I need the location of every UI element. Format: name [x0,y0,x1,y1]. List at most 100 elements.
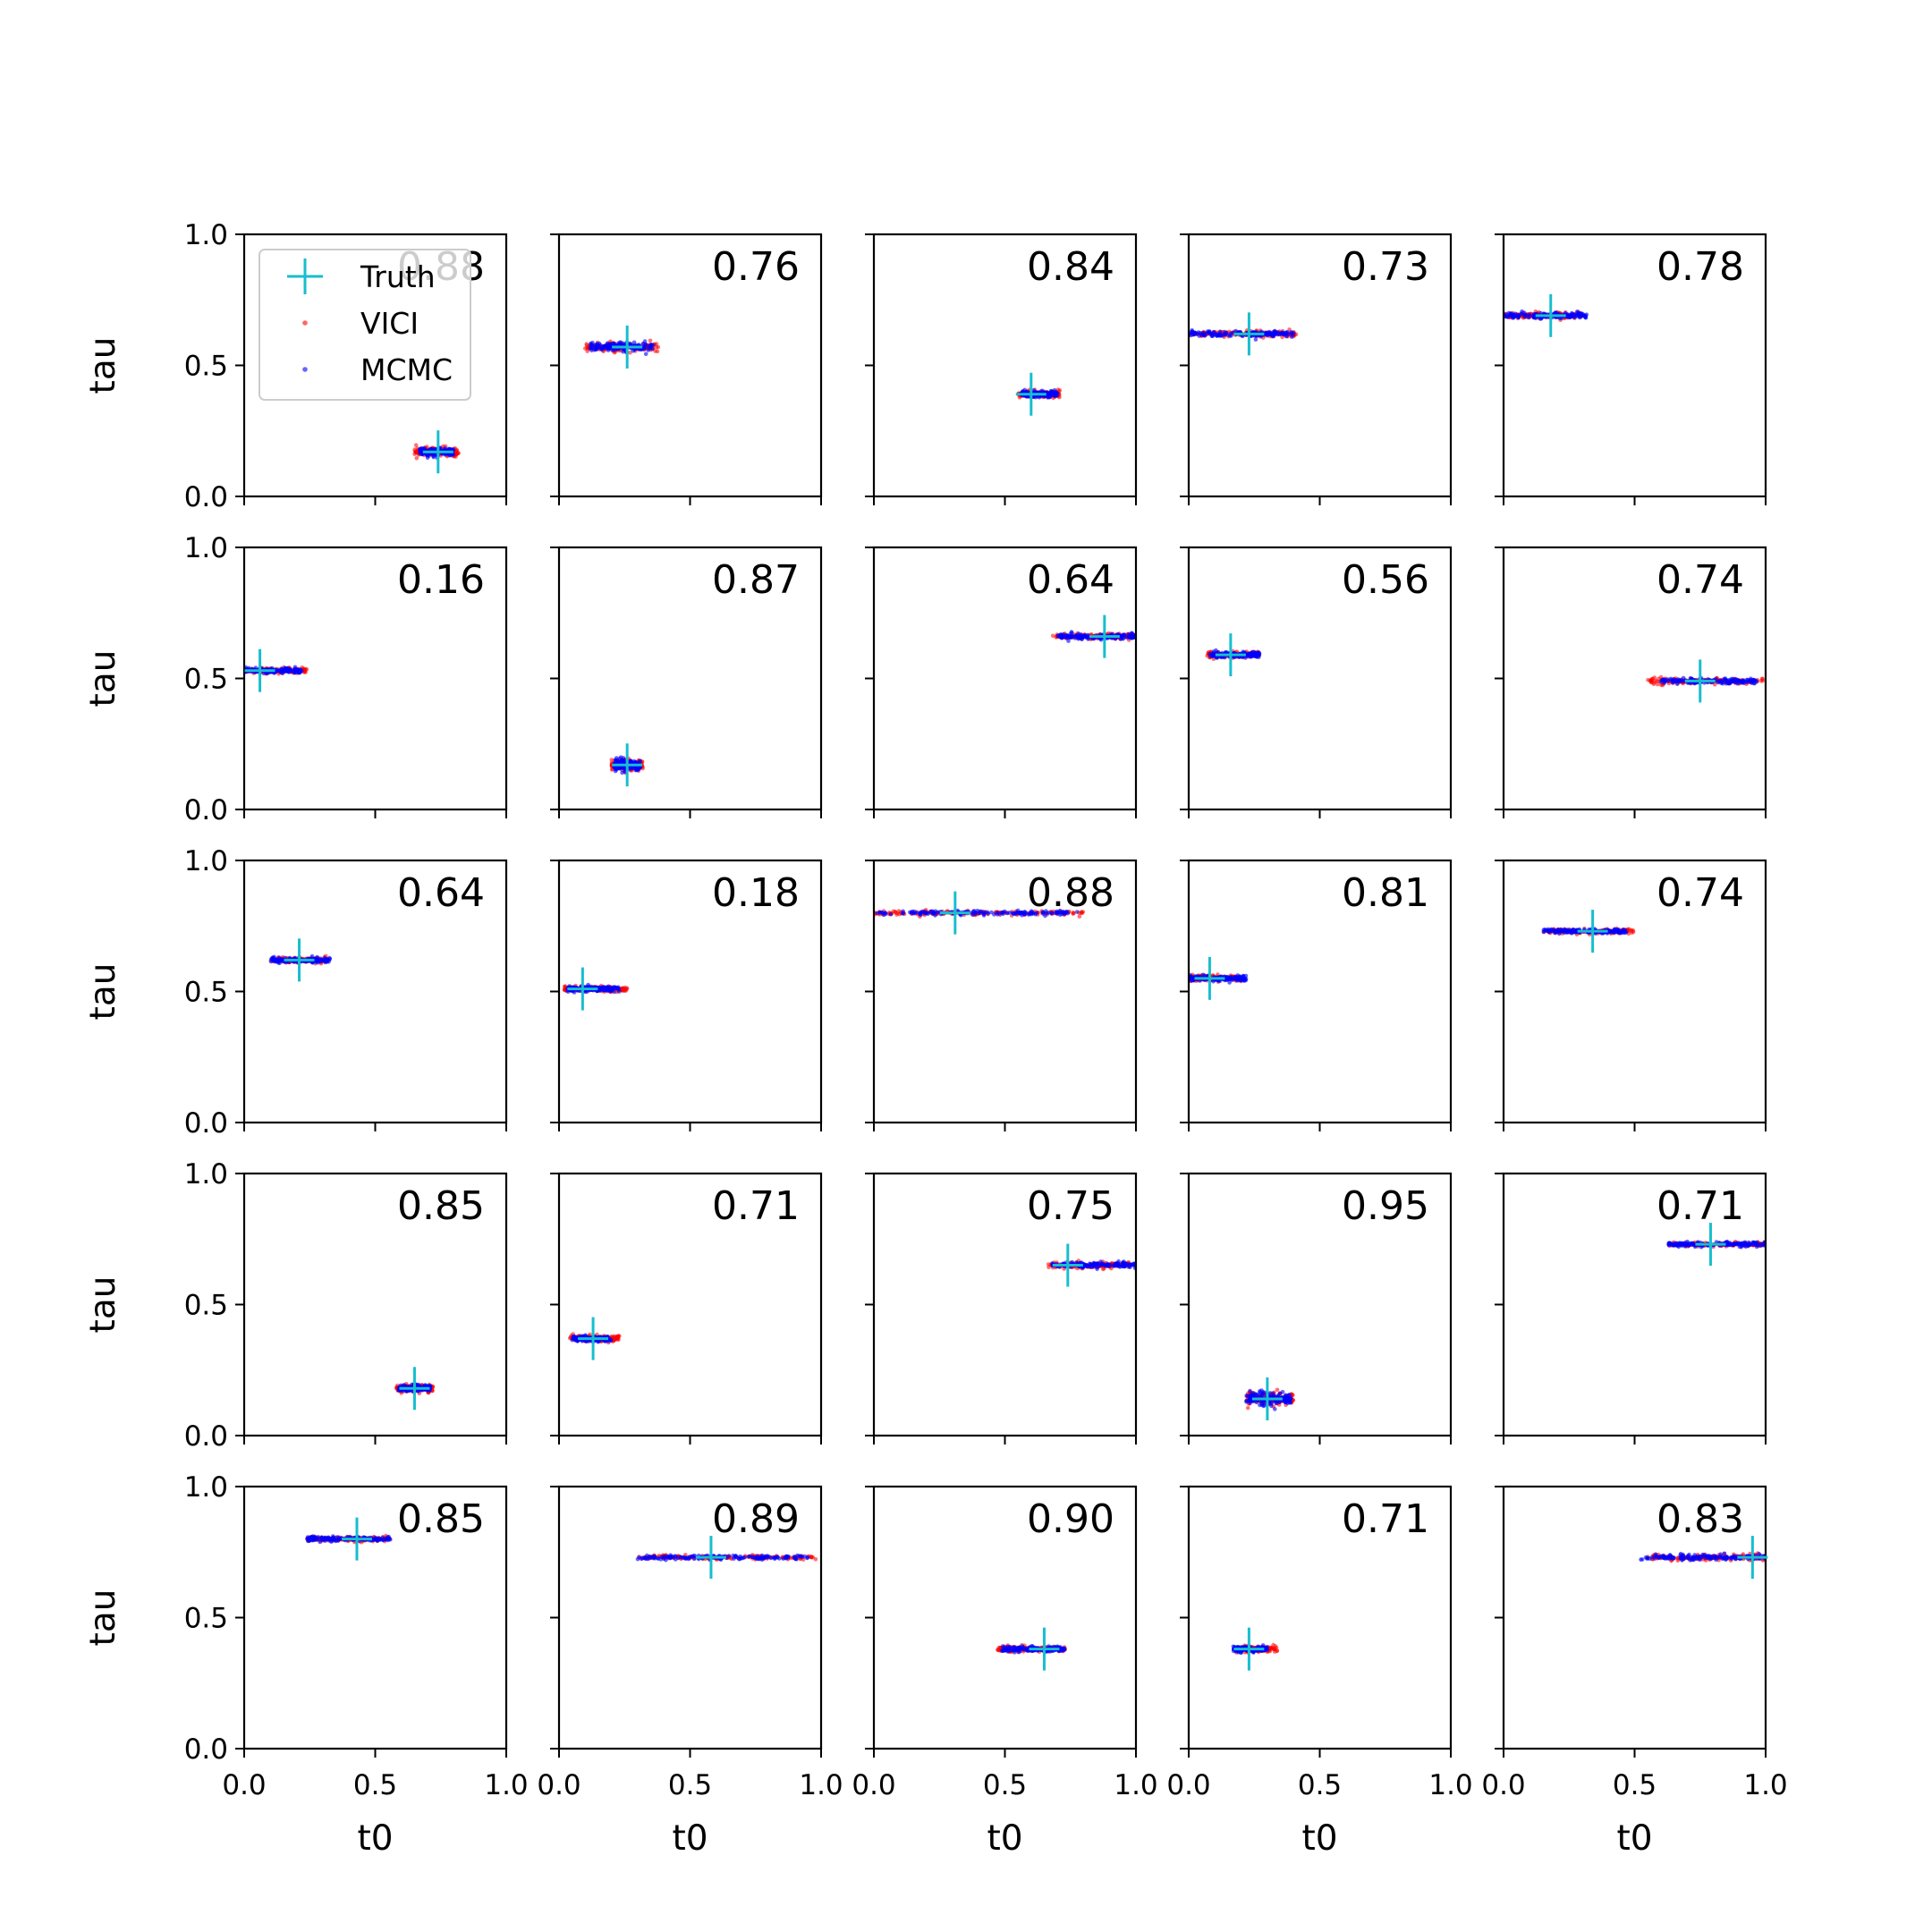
mcmc-sample-point [1073,633,1078,639]
overlap-score-label: 0.88 [1027,870,1114,916]
mcmc-sample-point [1013,911,1017,916]
mcmc-sample-point [1524,313,1530,318]
mcmc-sample-point [1573,930,1579,935]
mcmc-sample-point [900,911,905,916]
mcmc-sample-point [1055,910,1060,915]
y-tick-label: 0.0 [184,794,228,826]
mcmc-sample-point [1253,337,1258,342]
mcmc-sample-point [451,453,456,457]
panel-12: 0.18 [550,859,823,1131]
mcmc-sample-point [602,345,607,351]
vici-sample-point [1072,911,1076,916]
mcmc-sample-point [610,348,615,352]
mcmc-sample-point [1238,976,1242,980]
mcmc-sample-point [1041,911,1046,916]
mcmc-sample-point [293,669,299,674]
mcmc-sample-point [1574,313,1579,318]
mcmc-sample-point [1720,681,1725,686]
mcmc-sample-point [1676,679,1682,684]
vici-sample-point [891,909,896,914]
mcmc-sample-point [1077,635,1081,640]
mcmc-sample-point [1265,332,1270,337]
panel-14: 0.81 [1180,859,1453,1131]
vici-sample-point [1649,678,1654,683]
overlap-score-label: 0.81 [1342,870,1429,916]
mcmc-sample-point [313,959,318,964]
mcmc-sample-point [1519,311,1524,316]
y-tick-label: 0.5 [184,351,228,383]
vici-sample-point [648,338,653,343]
mcmc-sample-point [978,909,982,914]
mcmc-sample-point [598,347,604,352]
mcmc-sample-point [1249,651,1253,657]
mcmc-sample-point [594,346,599,352]
y-axis-label: tau [83,337,123,394]
mcmc-sample-point [1046,392,1050,397]
panel-4: 0.73 [1180,233,1453,505]
y-tick-label: 1.0 [184,219,228,251]
mcmc-sample-point [614,758,619,763]
mcmc-sample-point [327,958,332,962]
y-tick-label: 1.0 [184,532,228,564]
mcmc-sample-point [1193,330,1199,335]
vici-sample-point [628,351,632,355]
mcmc-sample-point [1215,655,1220,660]
mcmc-sample-point [1670,680,1675,685]
mcmc-sample-point [1086,635,1090,640]
overlap-score-label: 0.73 [1342,244,1429,290]
mcmc-sample-point [989,910,994,915]
mcmc-sample-point [1751,677,1756,682]
y-tick-label: 0.5 [184,977,228,1009]
mcmc-sample-point [1074,910,1080,914]
mcmc-sample-point [617,756,623,761]
vici-sample-point [585,349,589,353]
mcmc-sample-point [970,912,975,918]
mcmc-sample-point [1190,329,1195,334]
mcmc-sample-point [1616,930,1622,936]
vici-sample-point [412,449,418,454]
y-tick-label: 0.5 [184,664,228,696]
mcmc-sample-point [1731,676,1736,682]
mcmc-sample-point [1202,334,1208,338]
mcmc-sample-point [1209,332,1215,336]
mcmc-sample-point [1554,310,1558,315]
mcmc-sample-point [1241,974,1246,979]
mcmc-sample-point [643,352,648,357]
overlap-score-label: 0.74 [1657,557,1744,603]
mcmc-sample-point [612,989,616,995]
mcmc-sample-point [1223,650,1228,655]
mcmc-sample-point [1216,650,1221,655]
mcmc-sample-point [616,765,622,770]
mcmc-sample-point [1007,911,1012,915]
mcmc-sample-point [597,985,602,990]
mcmc-sample-point [1507,312,1513,318]
mcmc-sample-point [1284,330,1289,335]
mcmc-sample-point [426,453,430,458]
mcmc-sample-point [1068,635,1073,640]
panel-2: 0.76 [550,233,823,505]
mcmc-sample-point [1681,675,1686,681]
panel-10: 0.74 [1495,546,1767,818]
mcmc-sample-point [933,909,938,913]
vici-sample-point [1646,677,1650,682]
mcmc-sample-point [877,910,882,915]
vici-sample-point [655,349,660,354]
mcmc-sample-point [1564,314,1570,319]
mcmc-sample-point [1064,635,1069,640]
mcmc-sample-point [995,912,1000,917]
mcmc-sample-point [883,911,887,915]
overlap-score-label: 0.18 [712,870,800,916]
mcmc-sample-point [1058,910,1063,915]
vici-sample-point [1651,682,1657,687]
mcmc-sample-point [603,987,608,992]
mcmc-sample-point [1046,395,1050,400]
mcmc-sample-point [1546,927,1551,932]
panel-15: 0.74 [1495,859,1767,1131]
mcmc-sample-point [1733,681,1739,685]
mcmc-sample-point [1046,911,1051,915]
mcmc-sample-point [650,343,656,348]
mcmc-sample-point [1727,680,1733,684]
mcmc-sample-point [606,984,611,989]
